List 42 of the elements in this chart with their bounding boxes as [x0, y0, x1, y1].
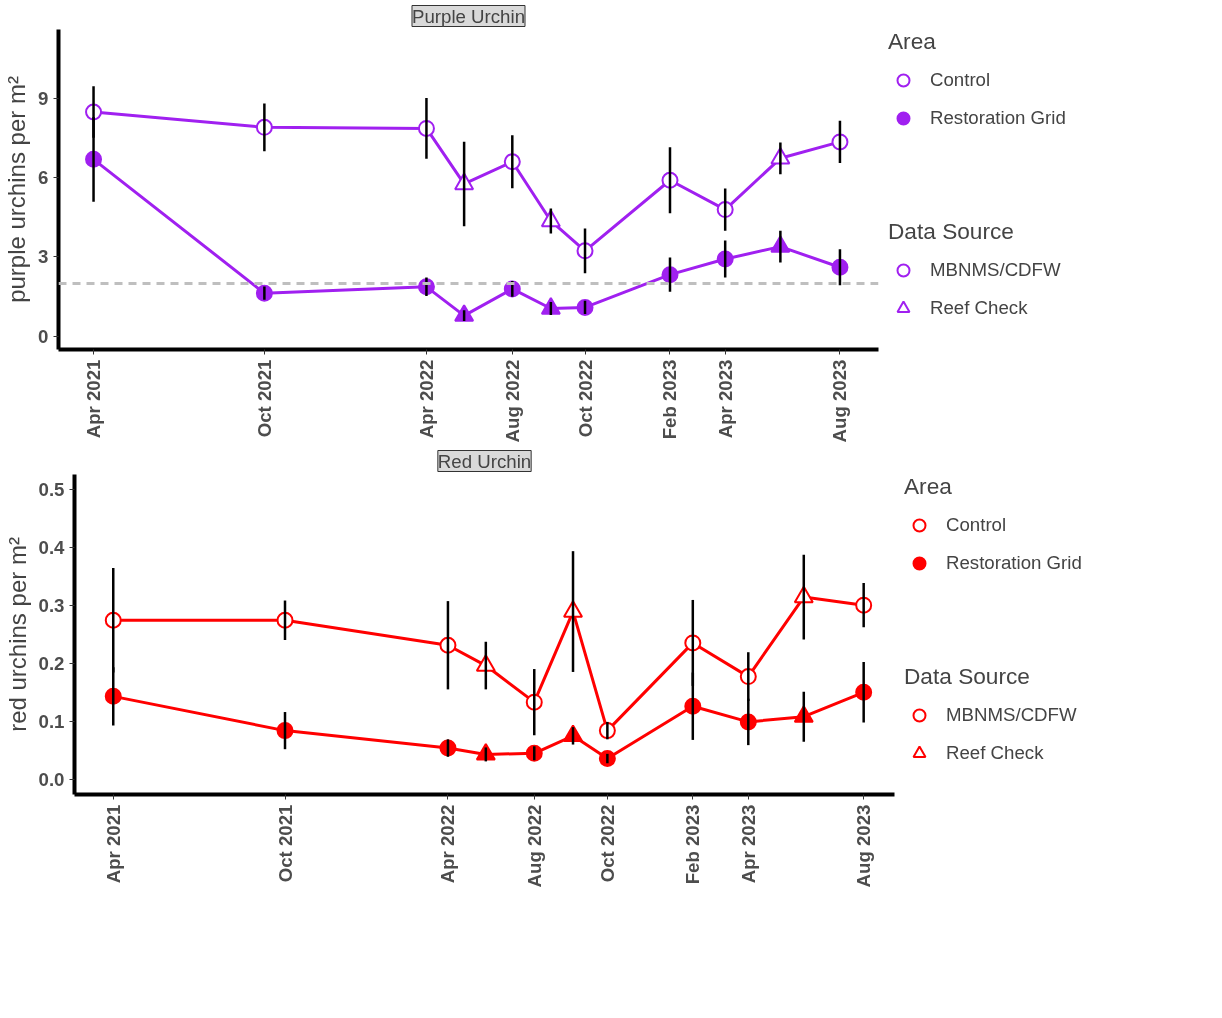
- y-tick-label: 3: [38, 246, 49, 268]
- y-tick-label: 0.5: [38, 479, 65, 501]
- text: Data Source: [904, 663, 1031, 691]
- x-tick-label: Oct 2021: [253, 359, 275, 438]
- x-tick-label: Apr 2021: [102, 804, 124, 884]
- x-tick-label: Feb 2023: [682, 804, 704, 885]
- legend-title: Area: [904, 473, 953, 501]
- x-tick-label: Apr 2023: [714, 359, 736, 439]
- x-tick-label: Apr 2023: [737, 804, 759, 884]
- x-tick-label: Aug 2022: [501, 359, 523, 443]
- y-axis-title: purple urchins per m²: [3, 76, 31, 303]
- x-tick-label: Apr 2022: [415, 359, 437, 439]
- x-tick-label: Oct 2021: [274, 804, 296, 883]
- text: Data Source: [888, 218, 1015, 246]
- legend-title: Area: [888, 28, 937, 56]
- y-tick-label: 0.4: [38, 537, 66, 559]
- chart-title: Red Urchin: [437, 450, 532, 472]
- x-tick-label: Aug 2023: [829, 359, 851, 443]
- legend-label: Control: [946, 514, 1007, 537]
- x-tick-label: Feb 2023: [659, 359, 681, 440]
- y-tick-label: 0.0: [38, 769, 65, 791]
- x-tick-label: Aug 2023: [853, 804, 875, 888]
- y-tick-label: 0.1: [38, 711, 65, 733]
- y-tick-label: 0.2: [38, 653, 65, 675]
- x-tick-label: Aug 2022: [523, 804, 545, 888]
- legend-label: Reef Check: [946, 742, 1044, 765]
- y-tick-label: 0.3: [38, 595, 65, 617]
- legend-label: Restoration Grid: [946, 552, 1082, 575]
- legend-label: Reef Check: [930, 297, 1028, 320]
- text: MBNMS/CDFW: [930, 259, 1061, 282]
- legend-label: Control: [930, 69, 991, 92]
- legend-label: Restoration Grid: [930, 107, 1066, 130]
- y-axis-title: red urchins per m²: [3, 537, 31, 732]
- x-tick-label: Oct 2022: [574, 359, 596, 438]
- x-tick-label: Oct 2022: [596, 804, 618, 883]
- x-tick-label: Apr 2022: [437, 804, 459, 884]
- y-tick-label: 0: [38, 325, 49, 347]
- y-tick-label: 9: [38, 87, 49, 109]
- y-tick-label: 6: [38, 167, 49, 189]
- text: MBNMS/CDFW: [946, 704, 1077, 727]
- chart-title: Purple Urchin: [411, 5, 526, 27]
- x-tick-label: Apr 2021: [83, 359, 105, 439]
